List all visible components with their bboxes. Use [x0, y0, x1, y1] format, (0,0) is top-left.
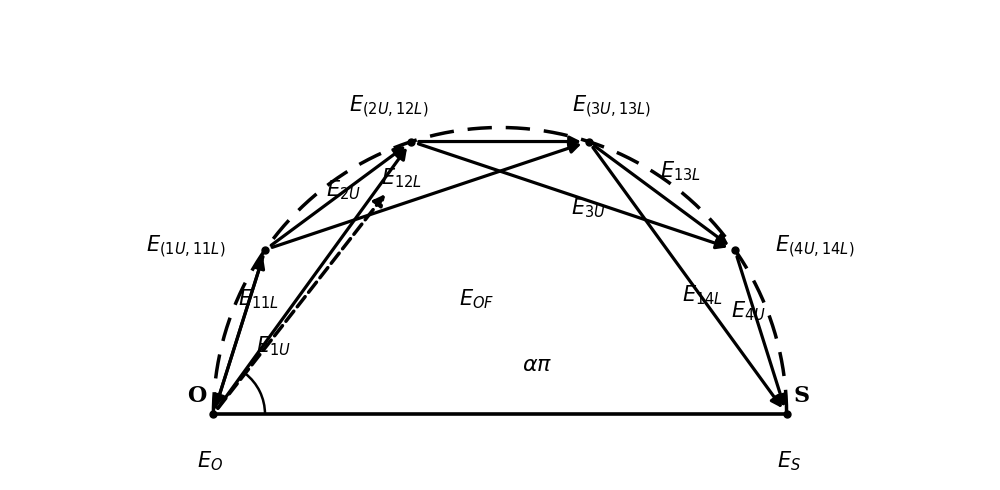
Text: $E_{11L}$: $E_{11L}$: [238, 288, 279, 311]
Text: $E_{2U}$: $E_{2U}$: [326, 178, 361, 202]
Text: $E_{1U}$: $E_{1U}$: [256, 334, 291, 358]
Text: $E_{3U}$: $E_{3U}$: [571, 196, 605, 220]
Text: S: S: [793, 385, 810, 407]
Text: $E_{13L}$: $E_{13L}$: [660, 159, 701, 183]
Text: $E_{OF}$: $E_{OF}$: [459, 288, 495, 311]
Text: $E_{(4U,14L)}$: $E_{(4U,14L)}$: [775, 234, 854, 260]
Text: $E_S$: $E_S$: [777, 450, 801, 473]
Text: $E_{14L}$: $E_{14L}$: [682, 284, 723, 307]
Text: $E_O$: $E_O$: [197, 450, 224, 473]
Text: $E_{(2U,12L)}$: $E_{(2U,12L)}$: [349, 93, 428, 120]
Text: $\alpha\pi$: $\alpha\pi$: [522, 354, 552, 376]
Text: $E_{12L}$: $E_{12L}$: [381, 167, 422, 190]
Text: $E_{(1U,11L)}$: $E_{(1U,11L)}$: [146, 234, 225, 260]
Text: $E_{(3U,13L)}$: $E_{(3U,13L)}$: [572, 93, 651, 120]
Text: $E_{4U}$: $E_{4U}$: [731, 299, 766, 323]
Text: O: O: [187, 385, 207, 407]
